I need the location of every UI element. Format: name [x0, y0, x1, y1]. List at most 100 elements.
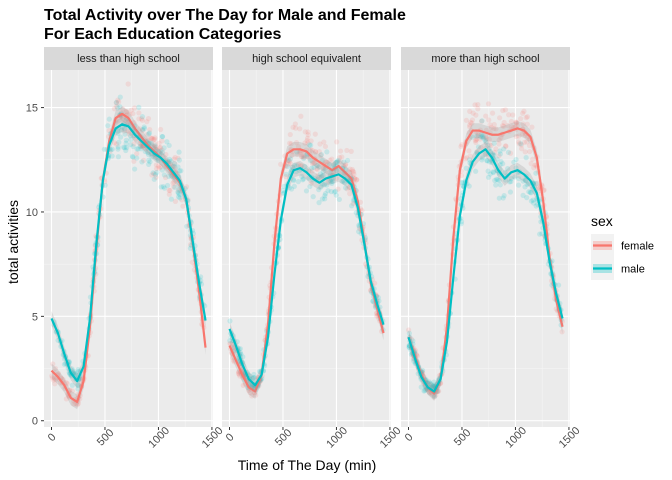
data-point-female	[157, 144, 164, 150]
data-point-female	[321, 166, 327, 172]
data-point-female	[372, 280, 378, 286]
data-point-female	[510, 112, 516, 118]
data-point-female	[292, 121, 298, 127]
data-point-male	[139, 114, 146, 120]
data-point-female	[499, 123, 506, 129]
data-point-female	[130, 110, 136, 117]
data-point-female	[286, 157, 292, 164]
data-point-male	[141, 126, 147, 132]
data-point-male	[501, 193, 507, 199]
data-point-male	[109, 153, 115, 159]
data-point-male	[537, 231, 543, 237]
data-point-male	[177, 195, 183, 201]
data-point-female	[115, 97, 121, 103]
data-point-male	[318, 184, 324, 190]
data-point-male	[291, 183, 297, 189]
data-point-female	[285, 161, 292, 167]
data-point-female	[469, 117, 476, 123]
data-point-female	[152, 141, 158, 147]
data-point-male	[308, 165, 315, 171]
data-point-female	[136, 116, 142, 122]
data-point-female	[509, 124, 515, 130]
data-point-male	[421, 388, 427, 394]
data-point-male	[161, 172, 167, 178]
data-point-male	[140, 126, 146, 133]
data-point-female	[171, 179, 177, 185]
data-point-female	[131, 158, 137, 164]
data-point-male	[428, 381, 434, 387]
data-point-male	[497, 148, 503, 154]
data-point-male	[184, 223, 190, 229]
data-point-female	[352, 175, 358, 182]
data-point-female	[167, 187, 173, 194]
data-point-female	[152, 143, 158, 150]
data-point-female	[322, 143, 329, 150]
data-point-female	[472, 137, 478, 144]
data-point-male	[115, 144, 121, 150]
data-point-female	[159, 147, 165, 153]
data-point-male	[138, 146, 144, 152]
legend-title: sex	[591, 213, 613, 229]
data-point-female	[473, 112, 479, 118]
data-point-female	[312, 148, 319, 155]
data-point-male	[496, 195, 502, 201]
data-point-male	[497, 162, 503, 168]
data-point-female	[247, 389, 253, 396]
data-point-female	[487, 122, 493, 128]
data-point-male	[507, 189, 514, 195]
data-point-female	[331, 170, 337, 176]
data-point-male	[491, 152, 497, 158]
data-point-male	[469, 134, 475, 140]
data-point-male	[294, 163, 300, 169]
data-point-male	[498, 158, 504, 165]
data-point-male	[289, 164, 296, 170]
data-point-female	[172, 154, 178, 161]
data-point-female	[475, 131, 481, 137]
data-point-female	[513, 120, 519, 126]
data-point-female	[157, 126, 164, 133]
data-point-male	[410, 338, 416, 344]
data-point-male	[316, 164, 322, 170]
data-point-male	[512, 174, 518, 180]
data-point-male	[339, 178, 345, 184]
data-point-male	[286, 185, 293, 191]
data-point-female	[153, 174, 159, 180]
data-point-male	[487, 171, 493, 177]
data-point-male	[475, 144, 482, 150]
data-point-male	[310, 194, 316, 200]
data-point-female	[354, 176, 360, 183]
data-point-female	[351, 171, 357, 177]
data-point-female	[300, 154, 306, 160]
panel-background	[401, 70, 570, 427]
data-point-female	[309, 147, 315, 153]
data-point-male	[431, 379, 437, 385]
data-point-female	[64, 380, 70, 387]
data-point-male	[528, 190, 534, 196]
data-point-male	[159, 167, 165, 173]
data-point-female	[145, 137, 151, 143]
data-point-male	[334, 159, 340, 165]
data-point-female	[462, 156, 469, 162]
legend: sex female male	[591, 213, 654, 280]
data-point-male	[134, 155, 140, 161]
data-point-male	[430, 383, 436, 390]
data-point-female	[114, 141, 120, 147]
data-point-male	[306, 142, 313, 148]
data-point-female	[155, 163, 162, 169]
data-point-male	[172, 184, 178, 190]
data-point-male	[102, 182, 108, 188]
data-point-female	[141, 157, 147, 163]
data-point-male	[349, 203, 355, 209]
data-point-male	[345, 157, 351, 164]
data-point-female	[308, 147, 314, 153]
y-axis-title: total activities	[5, 200, 21, 284]
data-point-female	[308, 138, 314, 144]
data-point-male	[136, 104, 142, 110]
data-point-female	[478, 144, 484, 151]
data-point-male	[176, 149, 182, 155]
data-point-female	[325, 178, 332, 184]
chart-title: Total Activity over The Day for Male and…	[44, 7, 410, 43]
data-point-female	[171, 156, 177, 162]
data-point-female	[491, 126, 497, 132]
data-point-female	[486, 136, 492, 142]
